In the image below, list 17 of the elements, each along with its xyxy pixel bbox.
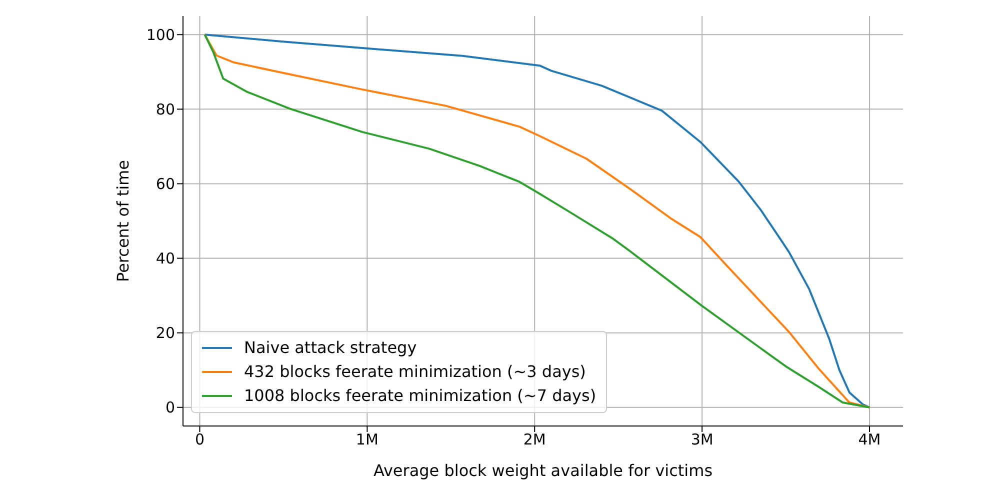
x-tick-label: 1M — [356, 430, 378, 449]
y-tick-label: 80 — [156, 100, 175, 119]
x-tick-label: 2M — [523, 430, 546, 449]
y-tick-label: 60 — [156, 175, 175, 194]
y-axis-title: Percent of time — [114, 160, 133, 282]
y-tick-label: 20 — [156, 324, 175, 342]
legend-label: Naive attack strategy — [244, 337, 417, 359]
line-series — [204, 34, 871, 408]
y-tick-label: 40 — [156, 250, 175, 268]
y-tick-label: 100 — [146, 26, 175, 44]
legend-label: 432 blocks feerate minimization (~3 days) — [244, 361, 586, 383]
x-tick-label: 3M — [690, 430, 714, 449]
legend-label: 1008 blocks feerate minimization (~7 days) — [244, 385, 596, 407]
x-tick-label: 4M — [858, 430, 881, 449]
y-tick-label: 0 — [165, 398, 175, 417]
x-tick-label: 0 — [194, 430, 205, 449]
x-axis-title: Average block weight available for victims — [373, 461, 713, 480]
